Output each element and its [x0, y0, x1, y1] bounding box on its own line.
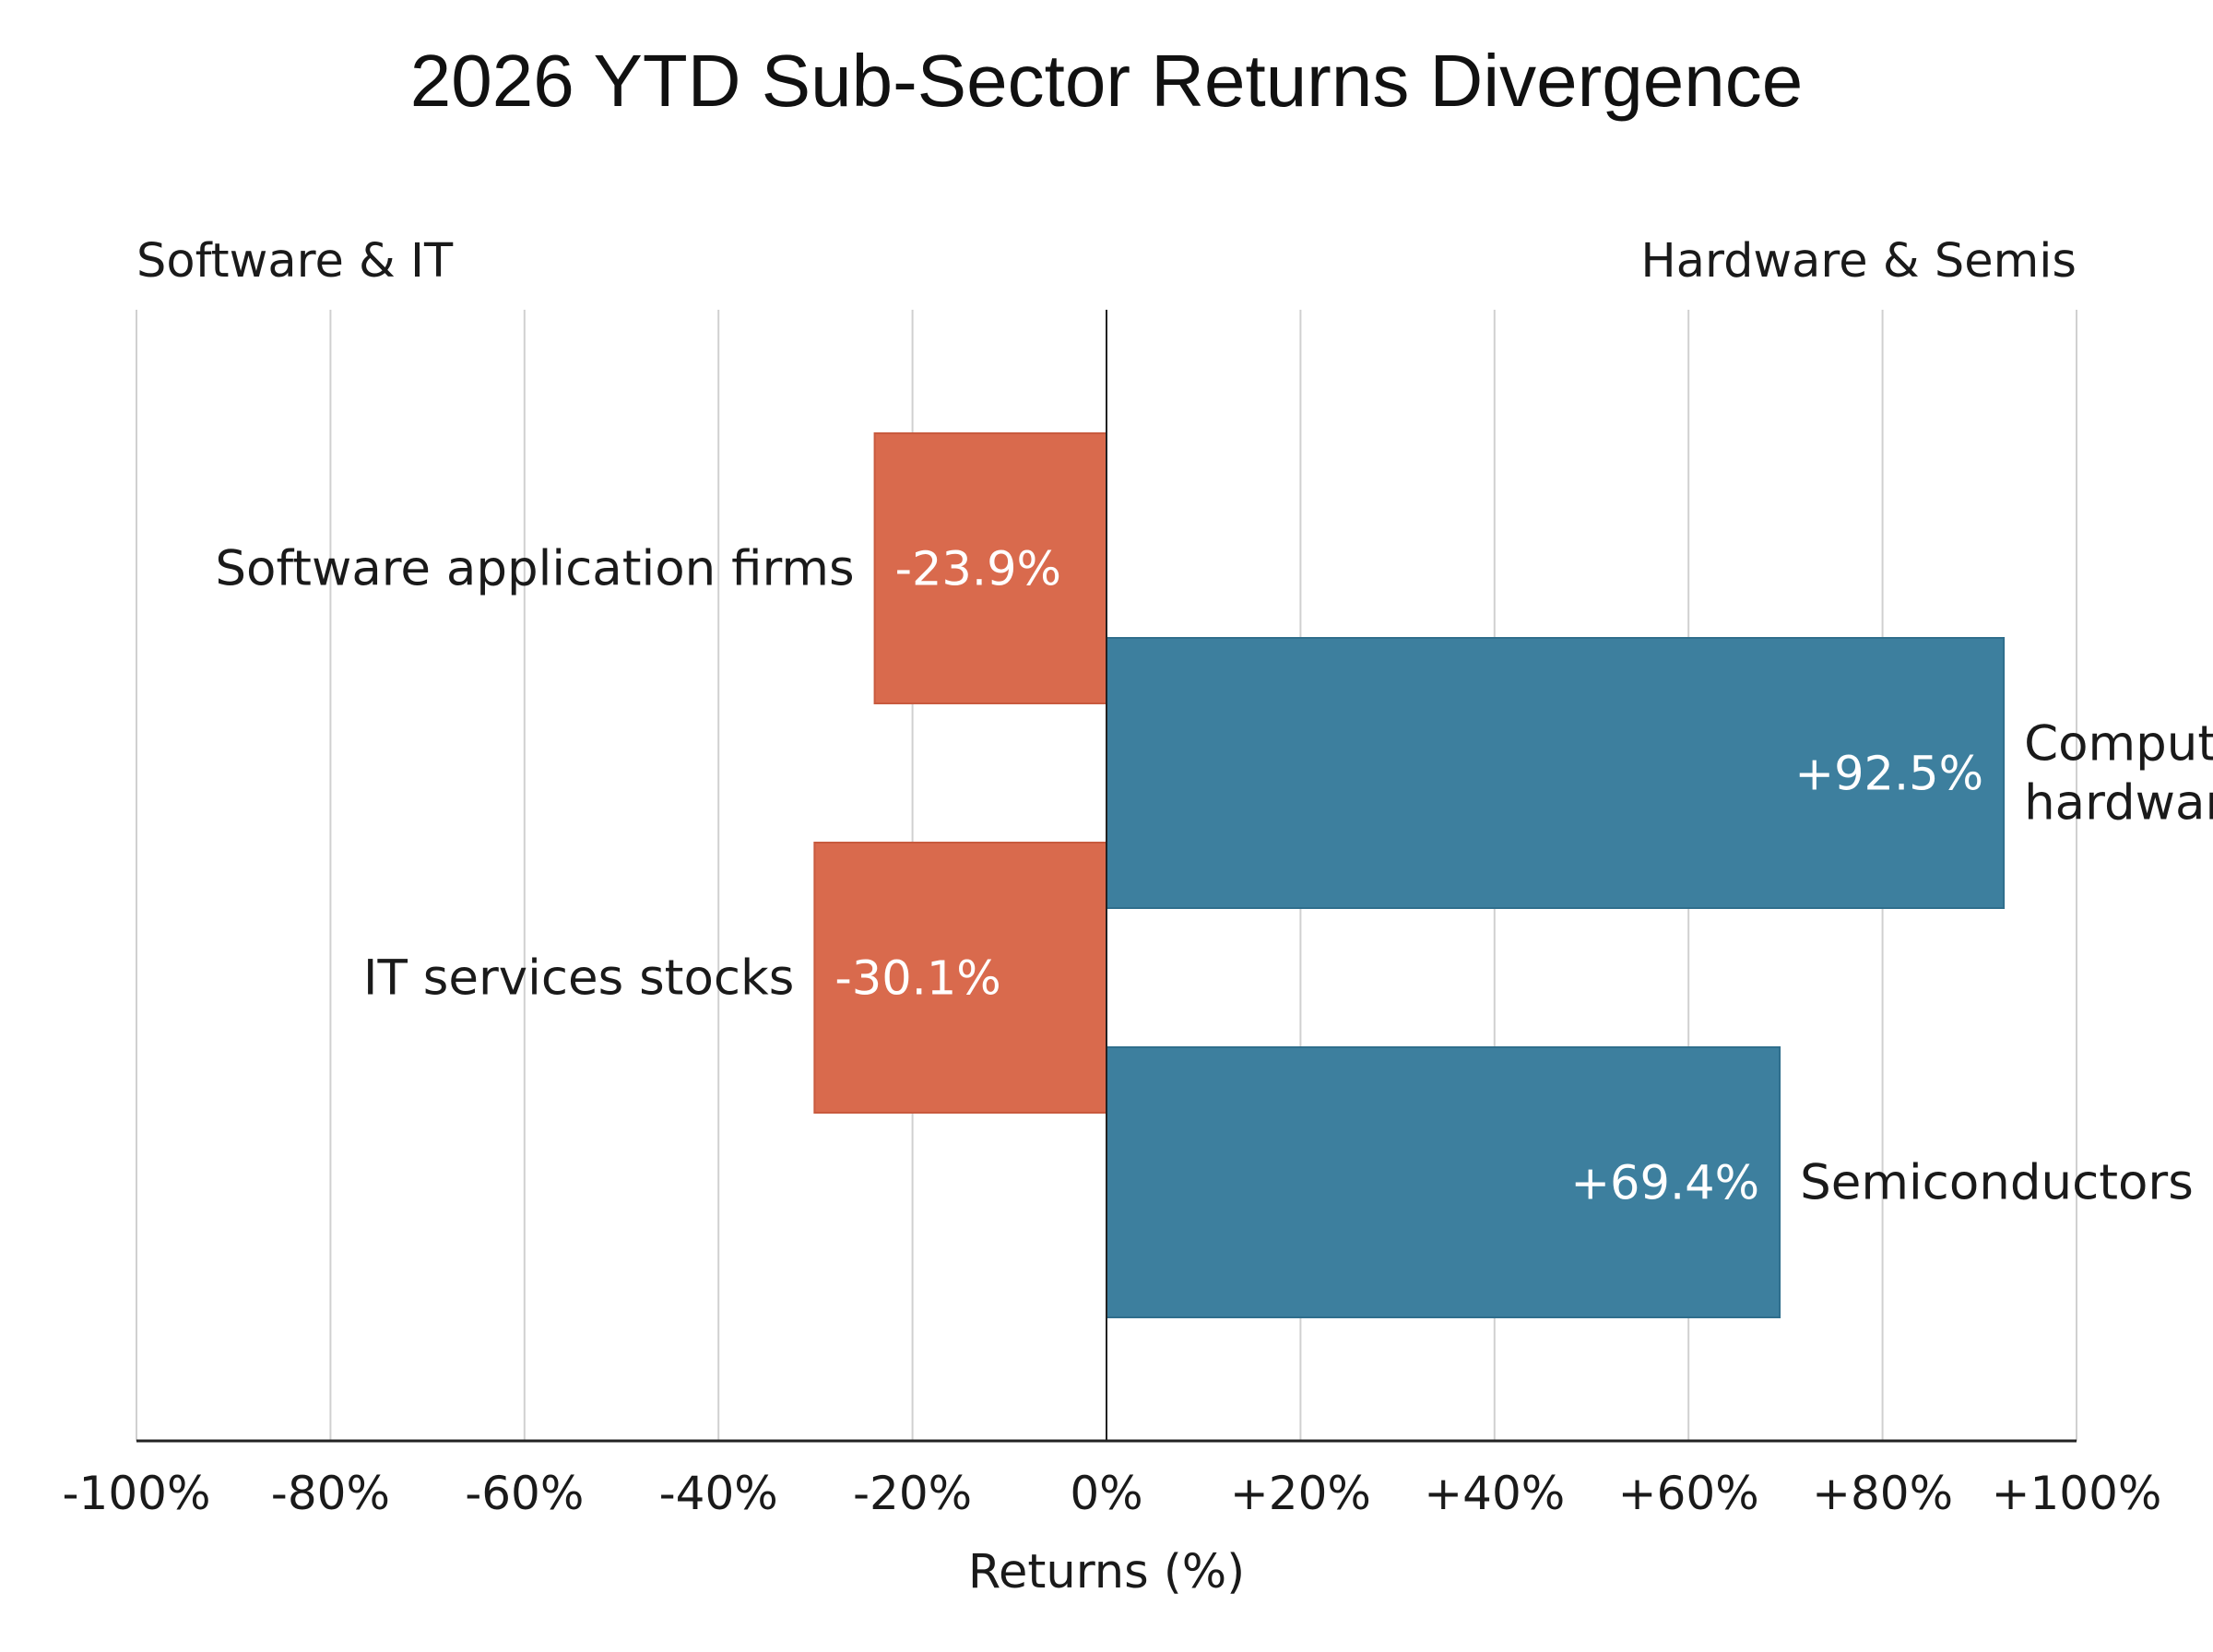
- tick-label: -80%: [271, 1467, 390, 1520]
- category-label: hardware: [2024, 775, 2213, 832]
- tick-label: +40%: [1424, 1467, 1565, 1520]
- category-label: Semiconductors: [1800, 1155, 2194, 1211]
- right-group-label: Hardware & Semis: [1640, 234, 2077, 289]
- category-label: Computer: [2024, 716, 2213, 773]
- value-label: +69.4%: [1570, 1157, 1759, 1211]
- value-label: +92.5%: [1794, 748, 1983, 802]
- value-label: -23.9%: [895, 543, 1061, 597]
- tick-label: -20%: [853, 1467, 972, 1520]
- tick-label: -100%: [63, 1467, 211, 1520]
- tick-label: +80%: [1812, 1467, 1953, 1520]
- x-axis-title: Returns (%): [968, 1545, 1245, 1599]
- chart-title: 2026 YTD Sub-Sector Returns Divergence: [410, 40, 1803, 122]
- category-label: Software application firms: [215, 541, 854, 597]
- tick-label: -40%: [659, 1467, 778, 1520]
- bars: -23.9% Software application firms +92.5% Co…: [215, 432, 2213, 1318]
- tick-label: 0%: [1070, 1467, 1142, 1520]
- bar: [813, 842, 1108, 1114]
- bar: [873, 432, 1108, 704]
- category-label: IT services stocks: [363, 950, 794, 1007]
- tick-label: -60%: [465, 1467, 584, 1520]
- bar: [1106, 1046, 1781, 1318]
- tick-labels: -100% -80% -60% -40% -20% 0% +20% +40% +60% +80% +…: [63, 1467, 2162, 1520]
- left-group-label: Software & IT: [136, 234, 454, 289]
- value-label: -30.1%: [834, 952, 1000, 1007]
- axes: [136, 310, 2077, 1443]
- tick-label: +100%: [1992, 1467, 2162, 1520]
- tick-label: +60%: [1618, 1467, 1759, 1520]
- tick-label: +20%: [1230, 1467, 1371, 1520]
